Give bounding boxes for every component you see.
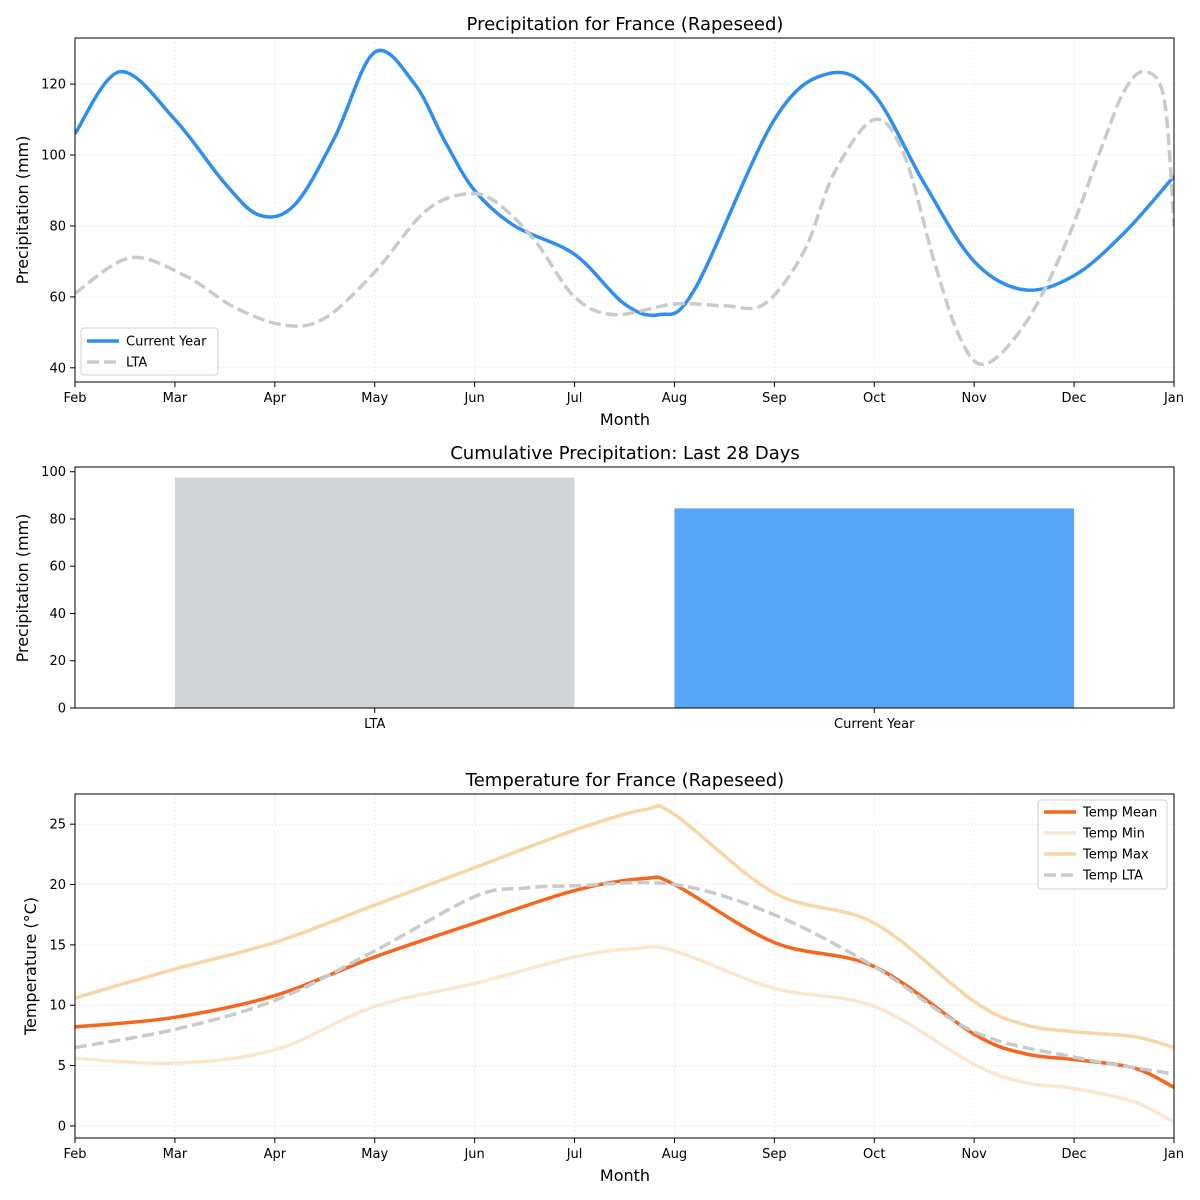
plot-frame [74, 37, 1175, 383]
legend-box [1037, 799, 1168, 890]
legend: Current Year LTA [80, 327, 219, 376]
series-line-temp-mean [75, 875, 1174, 1089]
x-tick-label: Sep [762, 1147, 787, 1162]
chart-title: Temperature for France (Rapeseed) [465, 770, 784, 791]
x-tick-label: Mar [163, 1147, 188, 1162]
grid [74, 38, 1175, 382]
y-tick-label: 80 [49, 219, 66, 234]
series-group [75, 804, 1174, 1124]
y-tick-label: 100 [41, 465, 66, 480]
x-tick-label: Mar [163, 391, 188, 406]
x-tick-label: Jan [1163, 391, 1184, 406]
precipitation-line-chart: Precipitation for France (Rapeseed) Feb M… [13, 14, 1184, 429]
x-tick-label: LTA [364, 717, 385, 732]
legend-label-lta: LTA [126, 356, 147, 371]
x-tick-label: Jan [1163, 1147, 1184, 1162]
series-line-temp-max [75, 804, 1174, 1050]
y-tick-label: 40 [49, 607, 66, 622]
y-tick-label: 60 [49, 290, 66, 305]
y-tick-label: 15 [49, 938, 66, 953]
x-axis: Feb Mar Apr May Jun Jul Aug Sep Oct Nov Dec Jan [63, 382, 1184, 406]
y-tick-label: 20 [49, 654, 66, 669]
x-tick-label: Dec [1062, 1147, 1087, 1162]
y-tick-label: 120 [41, 78, 66, 93]
series-lines [75, 48, 1174, 367]
y-axis: 40 60 80 100 120 [41, 78, 75, 376]
bars [174, 477, 1075, 708]
x-tick-label: Jun [463, 391, 484, 406]
grid [74, 794, 1175, 1138]
y-axis: 0 20 40 60 80 100 [41, 465, 75, 717]
legend-label-temp-lta: Temp LTA [1082, 869, 1143, 884]
x-tick-label: Feb [63, 1147, 86, 1162]
x-tick-label: Oct [863, 391, 885, 406]
x-tick-label: Oct [863, 1147, 885, 1162]
legend-label-temp-mean: Temp Mean [1082, 806, 1157, 821]
x-axis: LTA Current Year [364, 708, 915, 732]
x-tick-label: May [361, 1147, 388, 1162]
series-group [75, 48, 1174, 367]
bar-current-year [674, 508, 1075, 708]
cumulative-precipitation-bar-chart: Cumulative Precipitation: Last 28 Days L… [13, 443, 1175, 732]
y-tick-label: 60 [49, 560, 66, 575]
series-line-temp-min [75, 945, 1174, 1124]
x-axis: Feb Mar Apr May Jun Jul Aug Sep Oct Nov Dec Jan [63, 1138, 1184, 1162]
series-line-temp-lta [75, 880, 1174, 1076]
legend-label-temp-min: Temp Min [1082, 827, 1145, 842]
x-tick-label: Dec [1062, 391, 1087, 406]
x-tick-label: Feb [63, 391, 86, 406]
x-tick-label: Jul [566, 391, 583, 406]
x-axis-label: Month [600, 1166, 650, 1185]
y-tick-label: 5 [58, 1059, 66, 1074]
legend-label-temp-max: Temp Max [1082, 848, 1149, 863]
x-tick-label: Sep [762, 391, 787, 406]
y-tick-label: 10 [49, 999, 66, 1014]
series-line-lta [75, 69, 1174, 367]
x-tick-label: Aug [662, 391, 687, 406]
y-axis: 0 5 10 15 20 25 [49, 818, 75, 1134]
bar-lta [174, 477, 575, 708]
y-axis-label: Temperature (°C) [21, 897, 40, 1036]
y-tick-label: 0 [58, 702, 66, 717]
x-tick-label: Apr [264, 391, 287, 406]
x-tick-label: Aug [662, 1147, 687, 1162]
series-line-current-year [75, 48, 1174, 318]
chart-title: Cumulative Precipitation: Last 28 Days [450, 443, 800, 464]
y-tick-label: 25 [49, 818, 66, 833]
x-tick-label: Nov [961, 391, 987, 406]
y-tick-label: 0 [58, 1119, 66, 1134]
x-tick-label: Nov [961, 1147, 987, 1162]
legend-label-current-year: Current Year [126, 335, 207, 350]
chart-title: Precipitation for France (Rapeseed) [467, 14, 784, 35]
plot-frame [74, 793, 1175, 1139]
x-tick-label: May [361, 391, 388, 406]
y-tick-label: 20 [49, 878, 66, 893]
x-tick-label: Current Year [834, 717, 915, 732]
y-axis-label: Precipitation (mm) [13, 514, 32, 663]
x-tick-label: Apr [264, 1147, 287, 1162]
plot-frame [74, 466, 1175, 709]
y-tick-label: 80 [49, 512, 66, 527]
temperature-line-chart: Temperature for France (Rapeseed) Feb Mar… [21, 770, 1184, 1185]
y-tick-label: 40 [49, 361, 66, 376]
x-tick-label: Jul [566, 1147, 583, 1162]
y-tick-label: 100 [41, 149, 66, 164]
x-tick-label: Jun [463, 1147, 484, 1162]
y-axis-label: Precipitation (mm) [13, 136, 32, 285]
series-lines [75, 804, 1174, 1124]
legend: Temp Mean Temp Min Temp Max Temp LTA [1037, 799, 1168, 890]
x-axis-label: Month [600, 410, 650, 429]
